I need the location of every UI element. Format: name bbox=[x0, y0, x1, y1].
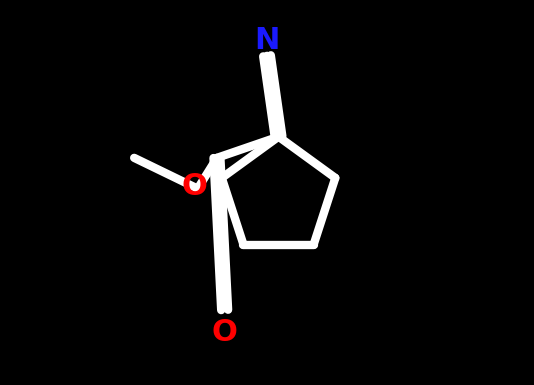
Text: O: O bbox=[211, 318, 238, 346]
Text: O: O bbox=[182, 172, 208, 201]
Text: N: N bbox=[254, 26, 280, 55]
